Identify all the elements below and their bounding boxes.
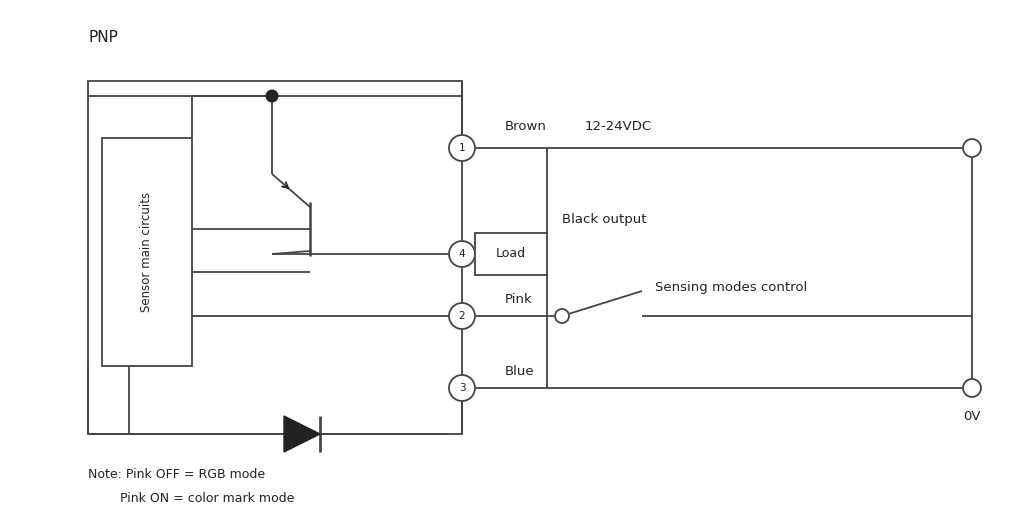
Circle shape (449, 135, 475, 161)
Circle shape (964, 139, 981, 157)
Text: Black output: Black output (562, 213, 647, 226)
Text: Brown: Brown (505, 120, 547, 133)
Circle shape (449, 241, 475, 267)
Text: 3: 3 (459, 383, 465, 393)
Circle shape (266, 90, 278, 102)
Polygon shape (284, 416, 320, 452)
Bar (102, 138, 192, 366)
Text: 4: 4 (459, 249, 465, 259)
Text: 0V: 0V (964, 410, 981, 423)
Circle shape (555, 309, 569, 323)
Circle shape (449, 375, 475, 401)
Circle shape (449, 303, 475, 329)
Text: Sensing modes control: Sensing modes control (655, 281, 808, 294)
Text: Blue: Blue (505, 365, 535, 378)
Text: Sensor main circuits: Sensor main circuits (140, 192, 154, 312)
Text: 12-24VDC: 12-24VDC (585, 120, 652, 133)
Text: Note: Pink OFF = RGB mode: Note: Pink OFF = RGB mode (88, 468, 265, 480)
Bar (88, 81, 462, 434)
Text: Load: Load (496, 248, 526, 260)
Bar (475, 233, 547, 275)
Text: Pink: Pink (505, 293, 533, 306)
Text: PNP: PNP (88, 31, 118, 46)
Circle shape (964, 379, 981, 397)
Text: Pink ON = color mark mode: Pink ON = color mark mode (88, 491, 294, 504)
Text: 2: 2 (459, 311, 465, 321)
Text: 1: 1 (459, 143, 465, 153)
